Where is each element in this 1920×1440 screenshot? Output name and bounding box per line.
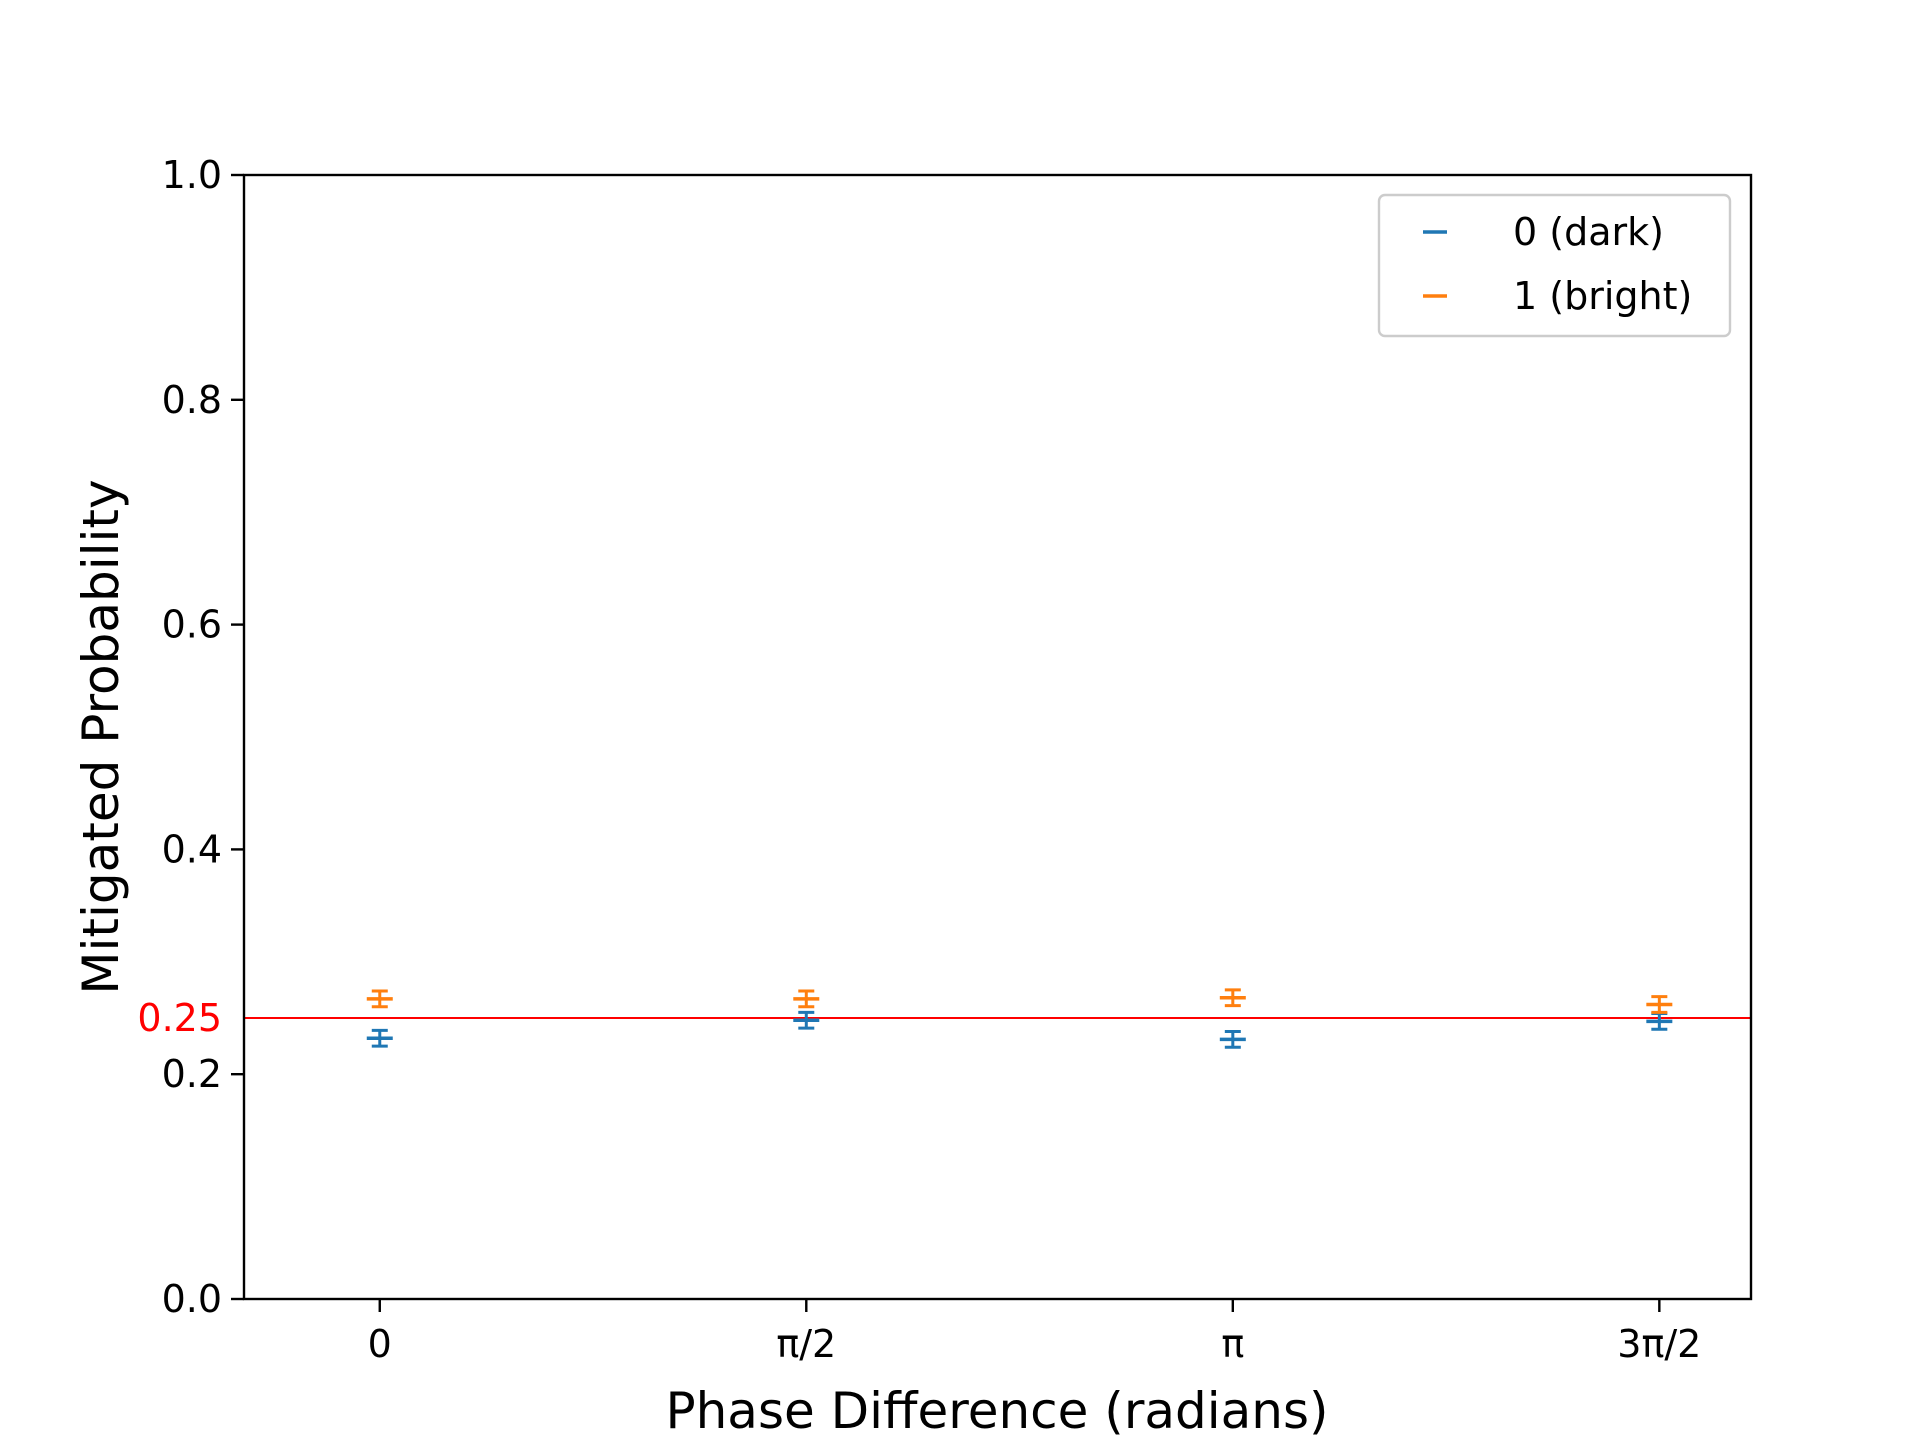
legend-label: 1 (bright) [1513,274,1692,318]
legend-box [1377,193,1732,338]
x-tick-label: π [1221,1322,1244,1366]
data-point [793,1010,820,1030]
data-point [366,989,393,1009]
y-axis-title: Mitigated Probability [72,479,130,994]
plot-frame [242,173,1753,1301]
y-tick-label: 0.6 [162,603,222,647]
reference-line-label: 0.25 [137,996,222,1040]
legend-label: 0 (dark) [1513,210,1664,254]
y-tick-label: 0.2 [162,1052,222,1096]
x-axis-title: Phase Difference (radians) [665,1382,1328,1440]
y-axis-ticks: 0.0 0.2 0.4 0.6 0.8 1.0 [162,153,244,1321]
x-tick-label: 3π/2 [1617,1322,1701,1366]
legend-items: 0 (dark) 1 (bright) [1423,210,1692,318]
data-point [793,989,820,1009]
y-tick-label: 0.8 [162,378,222,422]
series-layer [366,988,1673,1049]
y-tick-label: 0.4 [162,827,222,871]
x-tick-label: 0 [368,1322,392,1366]
data-point [1219,988,1246,1008]
x-tick-label: π/2 [776,1322,836,1366]
legend: 0 (dark) 1 (bright) [1377,193,1732,338]
data-point [1646,1012,1673,1031]
y-tick-label: 1.0 [162,153,222,197]
data-point [1646,995,1673,1014]
data-point [1219,1029,1246,1049]
reference-line-layer: 0.25 [137,996,1751,1040]
x-axis-ticks: 0 π/2 π 3π/2 [368,1299,1701,1366]
y-tick-label: 0.0 [162,1277,222,1321]
data-point [366,1028,393,1048]
